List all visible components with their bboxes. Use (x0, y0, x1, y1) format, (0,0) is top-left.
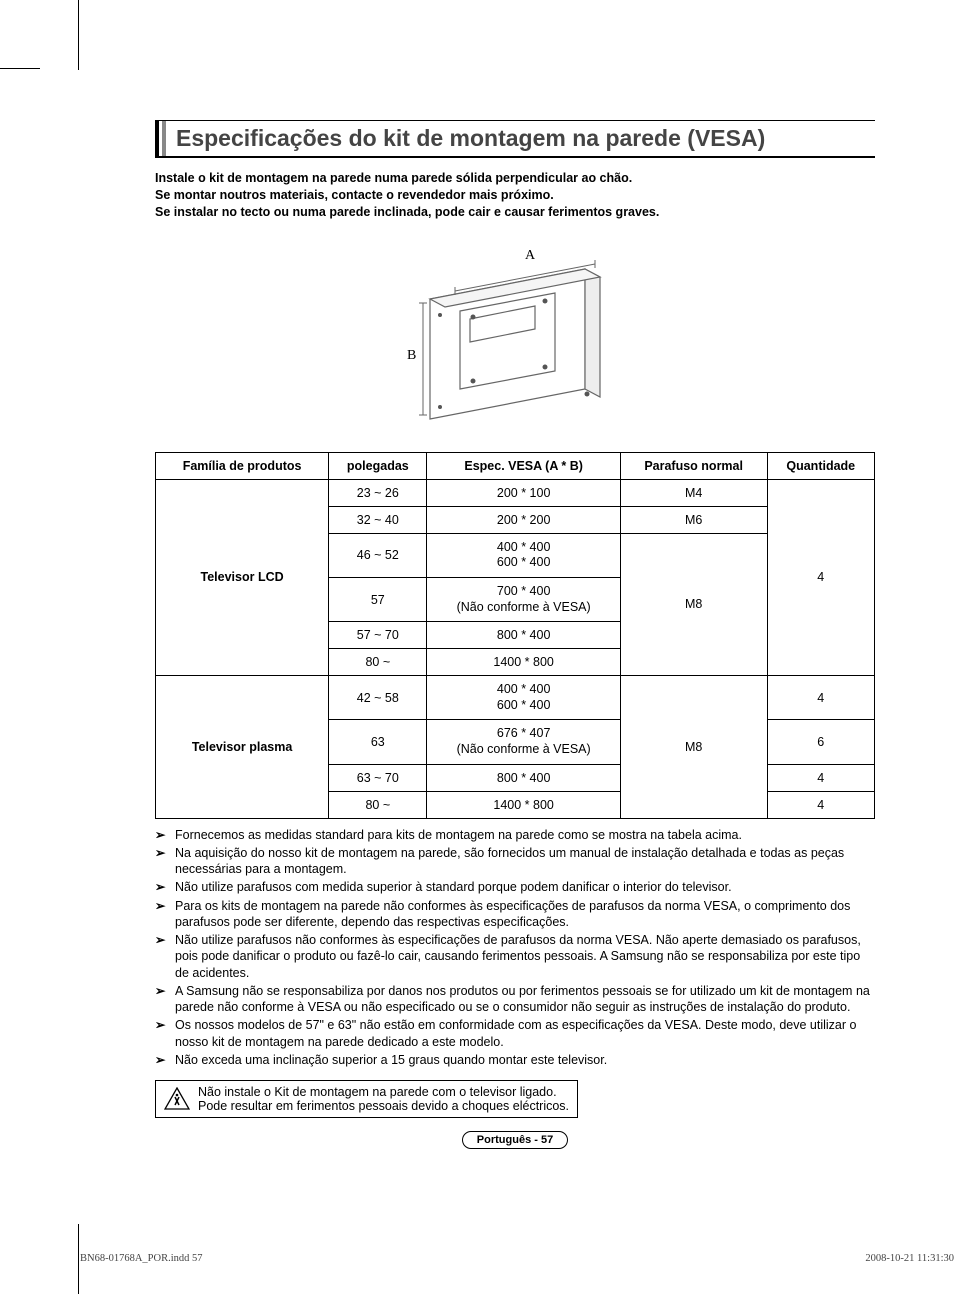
intro-line: Instale o kit de montagem na parede numa… (155, 170, 875, 187)
note-arrow-icon: ➢ (155, 1052, 175, 1068)
table-cell: 200 * 100 (427, 479, 620, 506)
note-text: A Samsung não se responsabiliza por dano… (175, 983, 875, 1016)
page-number: Português - 57 (462, 1131, 568, 1149)
title-stripe (162, 121, 166, 156)
table-cell: 1400 * 800 (427, 649, 620, 676)
note-arrow-icon: ➢ (155, 932, 175, 981)
table-cell: 4 (767, 764, 874, 791)
table-cell: Televisor plasma (156, 676, 329, 819)
warning-box: Não instale o Kit de montagem na parede … (155, 1080, 578, 1118)
page-content: Especificações do kit de montagem na par… (155, 120, 875, 1149)
notes-list: ➢Fornecemos as medidas standard para kit… (155, 827, 875, 1069)
crop-mark (0, 68, 40, 69)
note-arrow-icon: ➢ (155, 845, 175, 878)
table-cell: 63 ~ 70 (329, 764, 427, 791)
note-arrow-icon: ➢ (155, 1017, 175, 1050)
table-cell: 57 ~ 70 (329, 622, 427, 649)
note-item: ➢Fornecemos as medidas standard para kit… (155, 827, 875, 843)
table-cell: 46 ~ 52 (329, 533, 427, 577)
table-cell: 4 (767, 791, 874, 818)
note-item: ➢Não exceda uma inclinação superior a 15… (155, 1052, 875, 1068)
col-header: Parafuso normal (620, 452, 767, 479)
footer-timestamp: 2008-10-21 11:31:30 (865, 1253, 954, 1264)
table-cell: 23 ~ 26 (329, 479, 427, 506)
vesa-diagram: A B (155, 239, 875, 434)
title-stripe (155, 121, 159, 156)
table-row: Televisor plasma42 ~ 58400 * 400600 * 40… (156, 676, 875, 720)
page-title: Especificações do kit de montagem na par… (176, 121, 765, 156)
table-cell: 6 (767, 720, 874, 764)
warning-text: Não instale o Kit de montagem na parede … (198, 1085, 569, 1113)
note-text: Não utilize parafusos com medida superio… (175, 879, 875, 895)
note-text: Os nossos modelos de 57" e 63" não estão… (175, 1017, 875, 1050)
col-header: Espec. VESA (A * B) (427, 452, 620, 479)
note-text: Não exceda uma inclinação superior a 15 … (175, 1052, 875, 1068)
table-cell: 1400 * 800 (427, 791, 620, 818)
note-item: ➢Os nossos modelos de 57" e 63" não estã… (155, 1017, 875, 1050)
table-cell: 400 * 400600 * 400 (427, 533, 620, 577)
table-cell: Televisor LCD (156, 479, 329, 676)
note-arrow-icon: ➢ (155, 898, 175, 931)
intro-line: Se montar noutros materiais, contacte o … (155, 187, 875, 204)
page-number-label: Português - 57 (155, 1130, 875, 1149)
table-cell: 80 ~ (329, 649, 427, 676)
note-text: Na aquisição do nosso kit de montagem na… (175, 845, 875, 878)
warning-line: Pode resultar em ferimentos pessoais dev… (198, 1099, 569, 1113)
table-cell: 200 * 200 (427, 506, 620, 533)
note-text: Não utilize parafusos não conformes às e… (175, 932, 875, 981)
note-text: Fornecemos as medidas standard para kits… (175, 827, 875, 843)
table-cell: 4 (767, 479, 874, 676)
note-item: ➢Para os kits de montagem na parede não … (155, 898, 875, 931)
vesa-spec-table: Família de produtos polegadas Espec. VES… (155, 452, 875, 819)
table-cell: M8 (620, 676, 767, 819)
table-cell: M8 (620, 533, 767, 676)
table-cell: 80 ~ (329, 791, 427, 818)
table-cell: 800 * 400 (427, 622, 620, 649)
crop-mark (78, 0, 79, 70)
warning-line: Não instale o Kit de montagem na parede … (198, 1085, 557, 1099)
col-header: Família de produtos (156, 452, 329, 479)
col-header: Quantidade (767, 452, 874, 479)
col-header: polegadas (329, 452, 427, 479)
table-row: Televisor LCD23 ~ 26200 * 100M44 (156, 479, 875, 506)
warning-icon (164, 1087, 190, 1111)
note-item: ➢A Samsung não se responsabiliza por dan… (155, 983, 875, 1016)
diagram-label-a: A (525, 248, 536, 263)
note-arrow-icon: ➢ (155, 827, 175, 843)
note-item: ➢Não utilize parafusos não conformes às … (155, 932, 875, 981)
table-cell: 400 * 400600 * 400 (427, 676, 620, 720)
table-cell: M6 (620, 506, 767, 533)
note-arrow-icon: ➢ (155, 983, 175, 1016)
note-item: ➢Não utilize parafusos com medida superi… (155, 879, 875, 895)
table-cell: 57 (329, 577, 427, 621)
section-title-bar: Especificações do kit de montagem na par… (155, 120, 875, 158)
table-cell: 4 (767, 676, 874, 720)
table-cell: M4 (620, 479, 767, 506)
note-text: Para os kits de montagem na parede não c… (175, 898, 875, 931)
crop-mark (78, 1224, 79, 1294)
table-cell: 700 * 400(Não conforme à VESA) (427, 577, 620, 621)
intro-line: Se instalar no tecto ou numa parede incl… (155, 204, 875, 221)
note-arrow-icon: ➢ (155, 879, 175, 895)
table-cell: 676 * 407(Não conforme à VESA) (427, 720, 620, 764)
table-cell: 32 ~ 40 (329, 506, 427, 533)
diagram-label-b: B (407, 348, 416, 363)
note-item: ➢Na aquisição do nosso kit de montagem n… (155, 845, 875, 878)
footer-filename: BN68-01768A_POR.indd 57 (80, 1253, 203, 1264)
table-cell: 42 ~ 58 (329, 676, 427, 720)
table-header-row: Família de produtos polegadas Espec. VES… (156, 452, 875, 479)
table-cell: 63 (329, 720, 427, 764)
intro-text: Instale o kit de montagem na parede numa… (155, 170, 875, 221)
table-cell: 800 * 400 (427, 764, 620, 791)
